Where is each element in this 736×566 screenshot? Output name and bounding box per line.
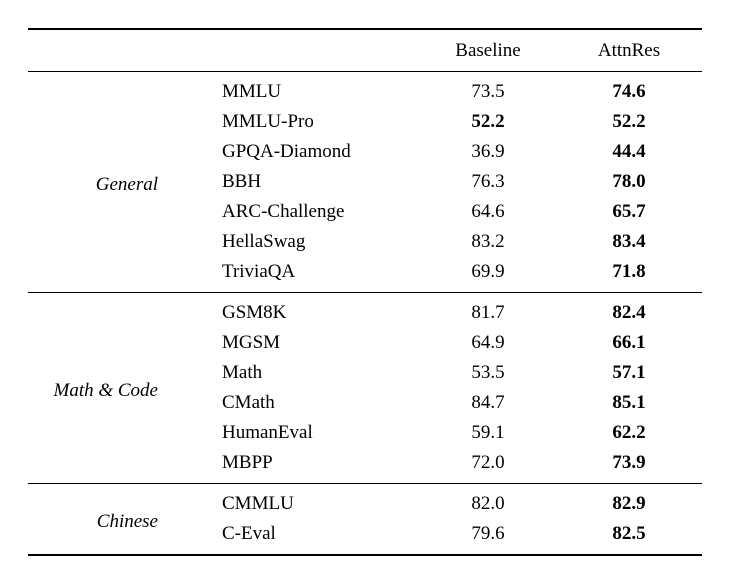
attnres-value: 71.8: [612, 261, 646, 282]
benchmark-name: MMLU-Pro: [222, 111, 314, 132]
benchmark-results-table: Baseline AttnRes General MMLU 73.5 74.6 …: [28, 28, 702, 556]
attnres-value: 82.4: [612, 302, 646, 323]
table-row: ARC-Challenge 64.6 65.7: [28, 197, 702, 227]
header-row: Baseline AttnRes: [28, 29, 702, 72]
table-row: Math 53.5 57.1: [28, 358, 702, 388]
baseline-value: 79.6: [471, 523, 505, 544]
results-table-container: Baseline AttnRes General MMLU 73.5 74.6 …: [28, 28, 702, 556]
header-empty-benchmark: [202, 29, 420, 72]
benchmark-name: HellaSwag: [222, 231, 306, 252]
attnres-value: 73.9: [612, 452, 646, 473]
attnres-value: 83.4: [612, 231, 646, 252]
benchmark-name: HumanEval: [222, 422, 313, 443]
baseline-value: 36.9: [471, 141, 505, 162]
table-row: GPQA-Diamond 36.9 44.4: [28, 137, 702, 167]
benchmark-name: BBH: [222, 171, 262, 192]
group-label-chinese: Chinese: [96, 510, 158, 532]
benchmark-name: CMMLU: [222, 493, 294, 514]
table-row: Chinese CMMLU 82.0 82.9: [28, 484, 702, 532]
header-baseline: Baseline: [455, 39, 521, 61]
attnres-value: 82.5: [612, 523, 646, 544]
benchmark-name: GPQA-Diamond: [222, 141, 351, 162]
table-row: General MMLU 73.5 74.6: [28, 72, 702, 195]
table-row: HellaSwag 83.2 83.4: [28, 227, 702, 257]
benchmark-name: Math: [222, 362, 263, 383]
section-math-code: Math & Code GSM8K 81.7 82.4 MGSM 64.9 66…: [28, 293, 702, 484]
table-row: CMath 84.7 85.1: [28, 388, 702, 418]
attnres-value: 44.4: [612, 141, 646, 162]
attnres-value: 85.1: [612, 392, 646, 413]
benchmark-name: MMLU: [222, 81, 282, 102]
header-empty-group: [28, 29, 202, 72]
baseline-value: 69.9: [471, 261, 505, 282]
baseline-value: 59.1: [471, 422, 505, 443]
attnres-value: 78.0: [612, 171, 646, 192]
baseline-value: 73.5: [471, 81, 505, 102]
section-chinese: Chinese CMMLU 82.0 82.9 C-Eval 79.6 82.5: [28, 484, 702, 555]
baseline-value: 53.5: [471, 362, 505, 383]
attnres-value: 57.1: [612, 362, 646, 383]
attnres-value: 65.7: [612, 201, 646, 222]
baseline-value: 52.2: [471, 111, 505, 132]
benchmark-name: TriviaQA: [222, 261, 296, 282]
baseline-value: 84.7: [471, 392, 505, 413]
attnres-value: 52.2: [612, 111, 646, 132]
benchmark-name: MBPP: [222, 452, 273, 473]
baseline-value: 82.0: [471, 493, 505, 514]
group-label-math-code: Math & Code: [53, 379, 159, 401]
table-row: MBPP 72.0 73.9: [28, 448, 702, 484]
table-row: Math & Code GSM8K 81.7 82.4: [28, 293, 702, 401]
baseline-value: 76.3: [471, 171, 505, 192]
attnres-value: 62.2: [612, 422, 646, 443]
baseline-value: 83.2: [471, 231, 505, 252]
baseline-value: 64.6: [471, 201, 505, 222]
benchmark-name: MGSM: [222, 332, 281, 353]
attnres-value: 82.9: [612, 493, 646, 514]
table-row: BBH 76.3 78.0: [28, 167, 702, 197]
table-row: MGSM 64.9 66.1: [28, 328, 702, 358]
table-row: TriviaQA 69.9 71.8: [28, 257, 702, 293]
benchmark-name: C-Eval: [222, 523, 276, 544]
baseline-value: 64.9: [471, 332, 505, 353]
header-attnres: AttnRes: [597, 39, 661, 61]
benchmark-name: ARC-Challenge: [222, 201, 345, 222]
attnres-value: 74.6: [612, 81, 646, 102]
baseline-value: 81.7: [471, 302, 505, 323]
table-row: HumanEval 59.1 62.2: [28, 418, 702, 448]
section-general: General MMLU 73.5 74.6 MMLU-Pro 52.2 52.…: [28, 72, 702, 293]
table-row: C-Eval 79.6 82.5: [28, 519, 702, 555]
baseline-value: 72.0: [471, 452, 505, 473]
benchmark-name: GSM8K: [222, 302, 287, 323]
table-row: MMLU-Pro 52.2 52.2: [28, 107, 702, 137]
table-header: Baseline AttnRes: [28, 29, 702, 72]
group-label-general: General: [95, 173, 158, 195]
attnres-value: 66.1: [612, 332, 646, 353]
benchmark-name: CMath: [222, 392, 275, 413]
